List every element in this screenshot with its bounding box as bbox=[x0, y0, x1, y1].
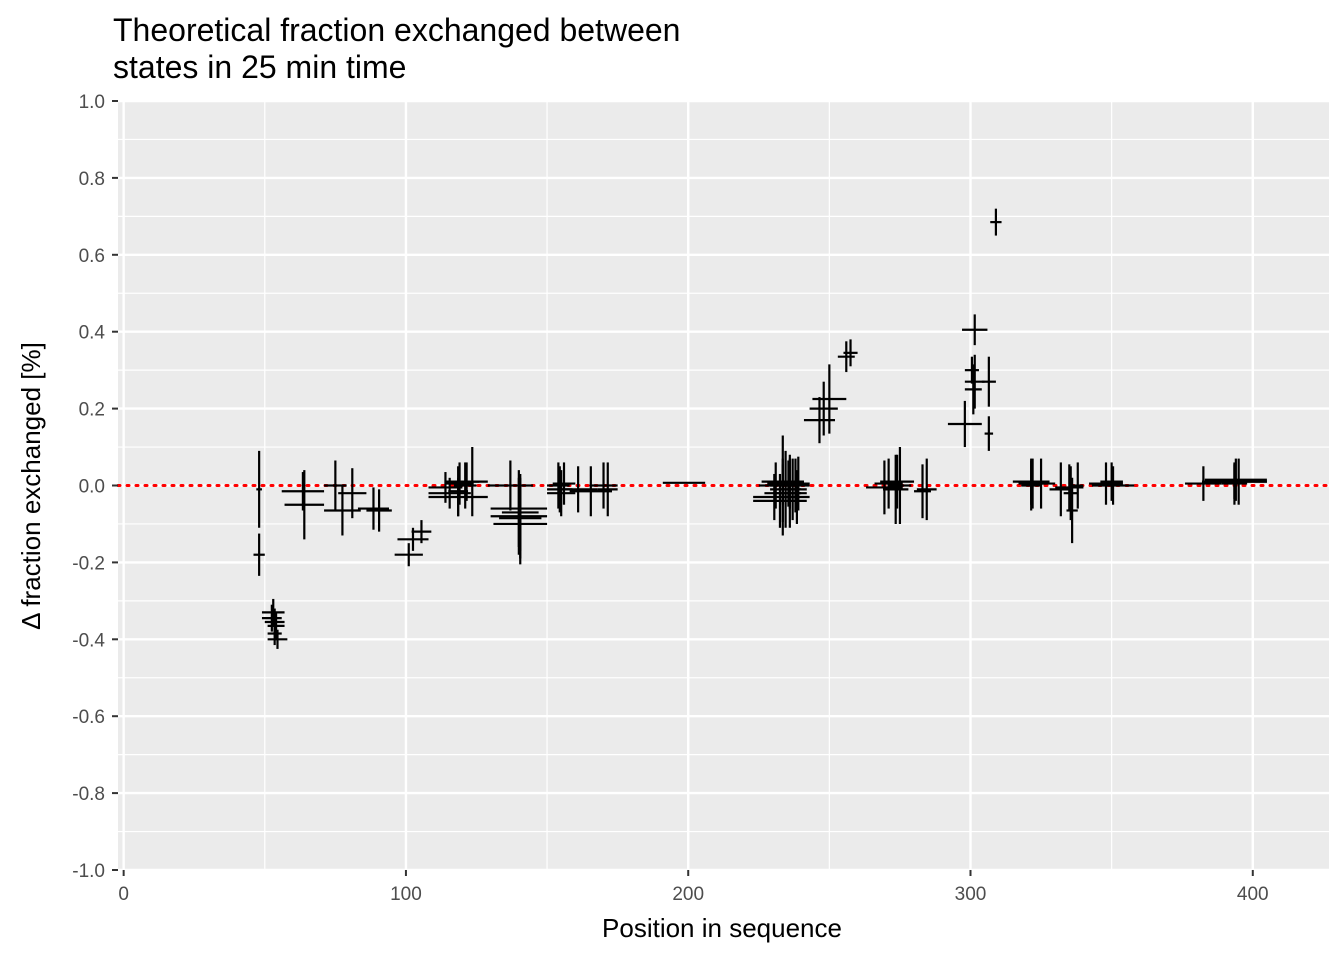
data-point bbox=[253, 533, 265, 576]
y-tick-label: 0.0 bbox=[79, 477, 105, 498]
data-point bbox=[812, 364, 847, 434]
x-axis-title: Position in sequence bbox=[602, 913, 842, 943]
data-point bbox=[490, 477, 548, 555]
data-point bbox=[1204, 458, 1267, 501]
crossbar-marks bbox=[253, 208, 1267, 649]
data-point bbox=[267, 629, 288, 649]
data-point bbox=[1021, 460, 1042, 511]
data-point bbox=[947, 400, 982, 448]
chart-title-line-2: states in 25 min time bbox=[113, 49, 406, 85]
data-point bbox=[781, 458, 810, 513]
data-point bbox=[1210, 458, 1267, 505]
data-point bbox=[914, 464, 931, 519]
data-point bbox=[597, 462, 618, 517]
data-point bbox=[1221, 462, 1248, 505]
x-tick-label: 300 bbox=[955, 884, 987, 905]
y-tick-label: 1.0 bbox=[79, 92, 105, 113]
y-tick-label: 0.6 bbox=[79, 246, 105, 267]
major-gridlines bbox=[118, 99, 1329, 872]
data-point bbox=[1091, 466, 1135, 505]
data-point bbox=[916, 458, 937, 521]
data-point bbox=[569, 466, 612, 517]
data-point bbox=[589, 462, 618, 509]
data-point bbox=[552, 462, 576, 505]
data-point bbox=[394, 543, 423, 567]
data-point bbox=[888, 447, 912, 524]
data-point bbox=[837, 341, 855, 373]
data-point bbox=[487, 460, 533, 511]
data-point bbox=[809, 381, 838, 436]
data-point bbox=[1066, 477, 1078, 544]
x-tick-labels: 0 100 200 300 400 bbox=[118, 884, 1268, 905]
data-point bbox=[547, 470, 576, 517]
x-tick-label: 200 bbox=[672, 884, 704, 905]
data-point bbox=[1185, 466, 1222, 501]
data-point bbox=[843, 339, 858, 367]
y-tick-label: -0.6 bbox=[72, 707, 105, 728]
x-tick-label: 100 bbox=[390, 884, 422, 905]
data-point bbox=[1089, 462, 1123, 505]
data-point bbox=[990, 208, 1002, 236]
data-point bbox=[256, 450, 262, 528]
data-point bbox=[1100, 462, 1123, 501]
data-point bbox=[1026, 458, 1056, 509]
data-point bbox=[784, 470, 810, 524]
y-tick-label: -0.8 bbox=[72, 784, 105, 805]
y-tick-labels: -1.0 -0.8 -0.6 -0.4 -0.2 0.0 0.2 0.4 0.6 0.8 1.0 bbox=[72, 92, 105, 882]
data-point bbox=[880, 454, 915, 509]
data-point bbox=[964, 354, 985, 409]
y-tick-label: -0.2 bbox=[72, 553, 105, 574]
y-tick-label: 0.2 bbox=[79, 400, 105, 421]
y-tick-label: 0.4 bbox=[79, 323, 106, 344]
data-point bbox=[338, 468, 367, 519]
data-point bbox=[411, 520, 432, 544]
y-tick-label: -0.4 bbox=[72, 630, 105, 651]
x-tick-label: 400 bbox=[1237, 884, 1269, 905]
data-point bbox=[267, 621, 282, 646]
data-point bbox=[267, 612, 285, 640]
data-point bbox=[964, 356, 979, 384]
y-axis-title: Δ fraction exchanged [%] bbox=[16, 342, 46, 630]
data-point bbox=[962, 314, 988, 346]
data-point bbox=[981, 356, 996, 407]
data-point bbox=[284, 470, 325, 540]
data-point bbox=[1072, 462, 1084, 509]
data-point bbox=[882, 454, 909, 524]
data-point bbox=[547, 462, 570, 509]
y-tick-label: -1.0 bbox=[72, 861, 105, 882]
chart-title-line-1: Theoretical fraction exchanged between bbox=[113, 12, 680, 48]
data-point bbox=[261, 604, 282, 632]
data-point bbox=[501, 473, 539, 551]
data-point bbox=[366, 489, 392, 532]
y-tick-label: 0.8 bbox=[79, 169, 105, 190]
data-point bbox=[984, 416, 994, 451]
data-point bbox=[465, 447, 480, 517]
x-tick-label: 0 bbox=[118, 884, 129, 905]
data-point bbox=[787, 456, 810, 511]
data-point bbox=[778, 458, 807, 521]
data-point bbox=[445, 462, 474, 505]
data-point bbox=[964, 364, 982, 415]
data-point bbox=[357, 487, 389, 530]
axis-ticks bbox=[112, 100, 1254, 876]
